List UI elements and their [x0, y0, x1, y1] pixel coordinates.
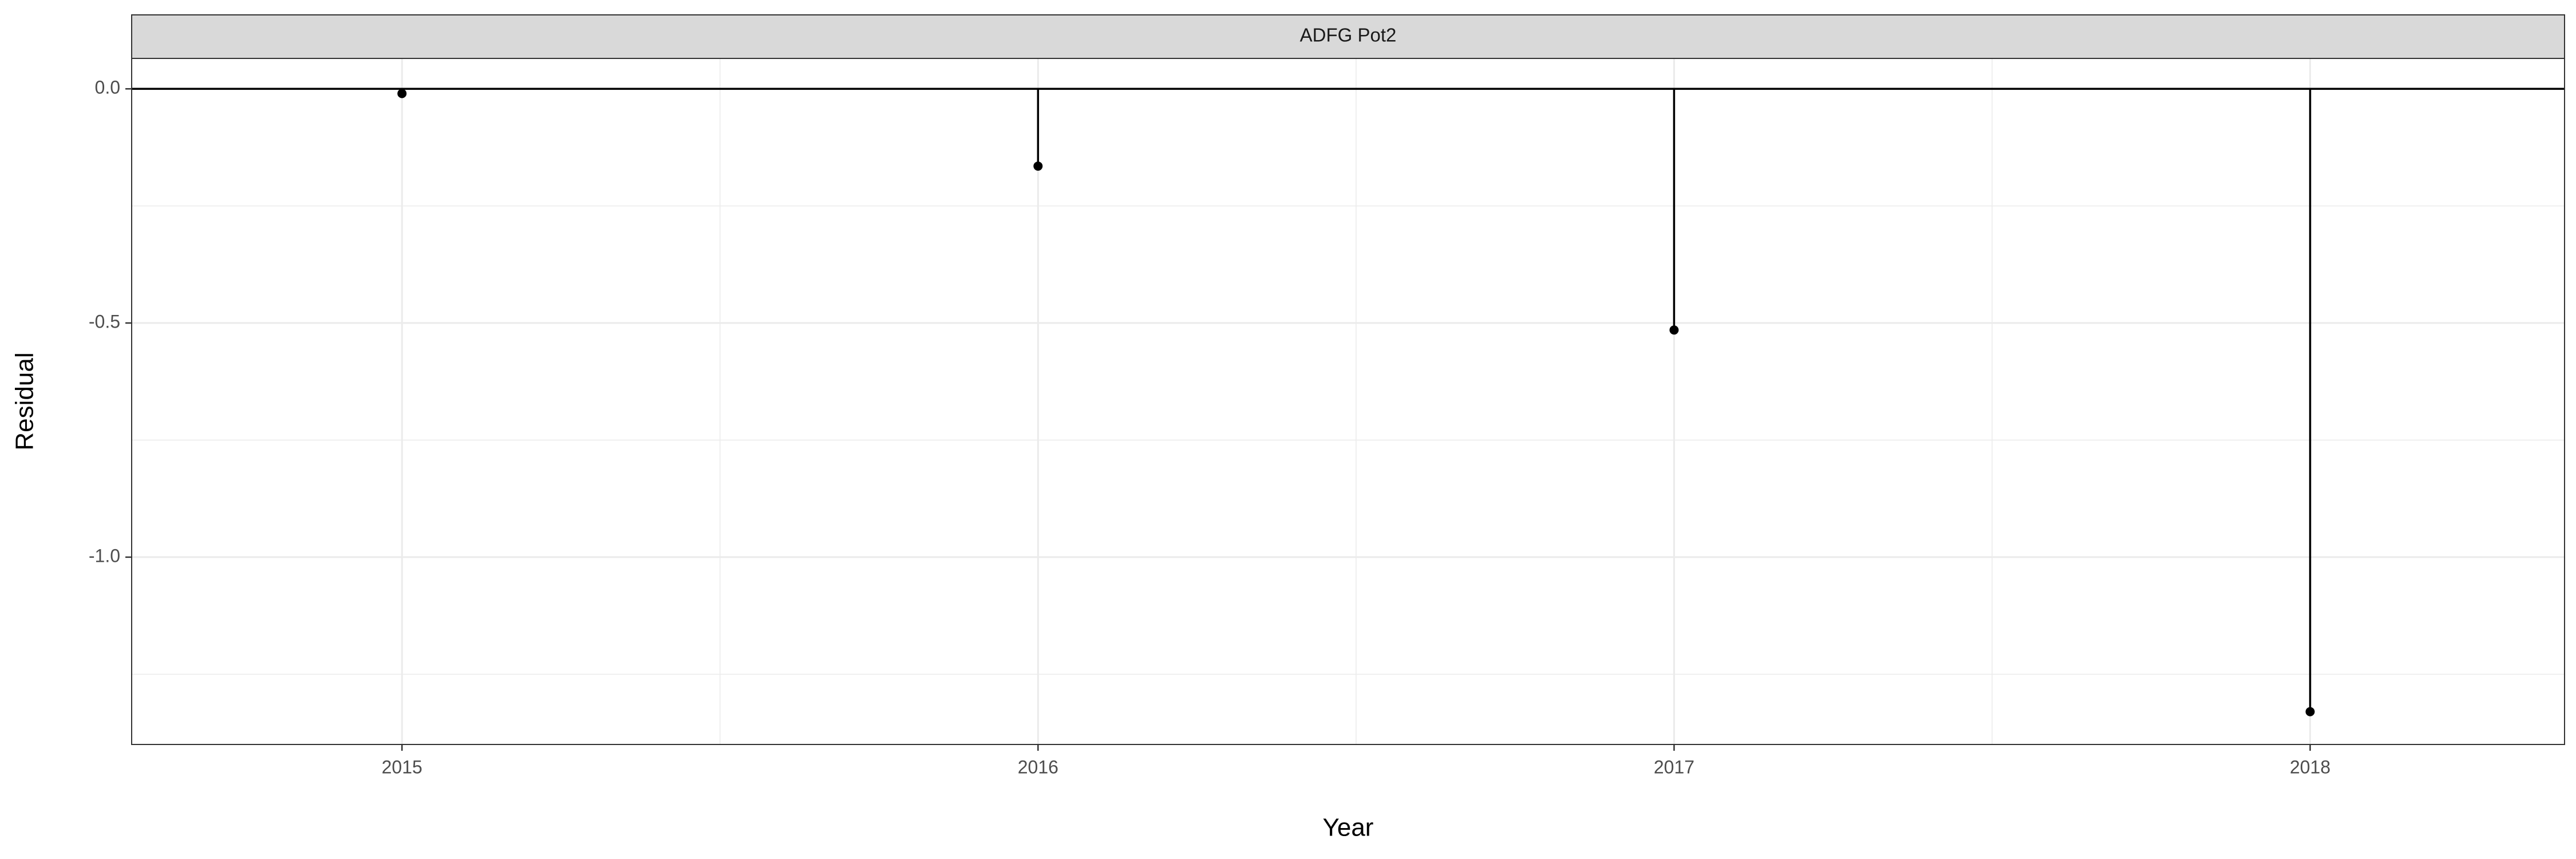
gridlines — [132, 58, 2565, 744]
x-tick-label: 2016 — [1018, 756, 1058, 777]
y-tick-label: 0.0 — [95, 77, 120, 98]
panel-border — [131, 58, 2565, 745]
residual-points — [397, 89, 2315, 716]
residual-point-2015 — [397, 89, 407, 98]
y-tick-label: -0.5 — [89, 311, 120, 332]
facet-strip — [131, 14, 2565, 59]
x-axis-ticks: 2015 2016 2017 2018 — [382, 744, 2330, 777]
x-tick-label: 2018 — [2290, 756, 2330, 777]
y-tick-label: -1.0 — [89, 545, 120, 566]
residual-point-2017 — [1669, 325, 1679, 335]
facet-title: ADFG Pot2 — [1300, 25, 1397, 46]
residual-point-2018 — [2305, 707, 2315, 716]
residual-point-2016 — [1033, 161, 1043, 171]
y-axis-title: Residual — [11, 352, 39, 450]
residual-segments — [401, 89, 2312, 712]
x-axis-title: Year — [1323, 814, 1374, 842]
plot-panel — [132, 58, 2565, 744]
x-tick-label: 2017 — [1654, 756, 1694, 777]
x-tick-label: 2015 — [382, 756, 422, 777]
y-axis-ticks: 0.0 -0.5 -1.0 — [89, 77, 132, 566]
